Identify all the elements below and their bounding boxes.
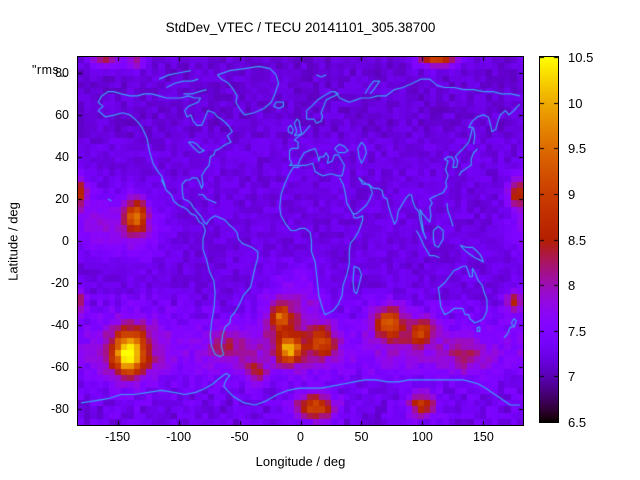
colorbar-tick-label: 10.5 [568, 50, 594, 65]
x-tick-label: 150 [472, 430, 494, 444]
y-tick-label: 20 [55, 191, 69, 206]
y-tick-label: -40 [50, 318, 69, 333]
y-tick-label: 40 [55, 149, 69, 164]
colorbar-tick-label: 9 [568, 186, 576, 202]
x-tick-label: 50 [354, 430, 369, 444]
colorbar-tick-label: 7.5 [568, 323, 587, 339]
x-tick-label: 100 [411, 430, 433, 444]
x-axis-label: Longitude / deg [255, 454, 346, 469]
plot-border [77, 56, 524, 426]
colorbar-tick-label: 9.5 [568, 141, 587, 157]
colorbar-tick-label: 6.5 [568, 415, 587, 430]
colorbar-tick-label: 8.5 [568, 232, 587, 248]
x-tick-label: -100 [166, 430, 192, 444]
y-tick-label: 0 [62, 234, 69, 248]
colorbar-canvas [540, 57, 558, 422]
chart-title: StdDev_VTEC / TECU 20141101_305.38700 [165, 20, 436, 35]
y-tick-label: 60 [55, 107, 69, 122]
colorbar-tick-label: 8 [568, 278, 576, 294]
y-tick-label: -20 [50, 276, 69, 291]
colorbar-tick-label: 10 [568, 95, 583, 111]
y-tick-label: -60 [50, 360, 69, 375]
x-tick-label: -150 [105, 430, 131, 444]
world-heatmap-canvas [78, 57, 523, 425]
x-tick-label: 0 [297, 430, 304, 444]
x-tick-label: -50 [230, 430, 249, 444]
colorbar-tick-label: 7 [568, 369, 576, 385]
y-tick-label: -80 [50, 402, 69, 417]
y-tick-label: 80 [55, 65, 69, 80]
colorbar-border [539, 56, 559, 423]
stray-rms-label: "rms_ [32, 63, 67, 77]
